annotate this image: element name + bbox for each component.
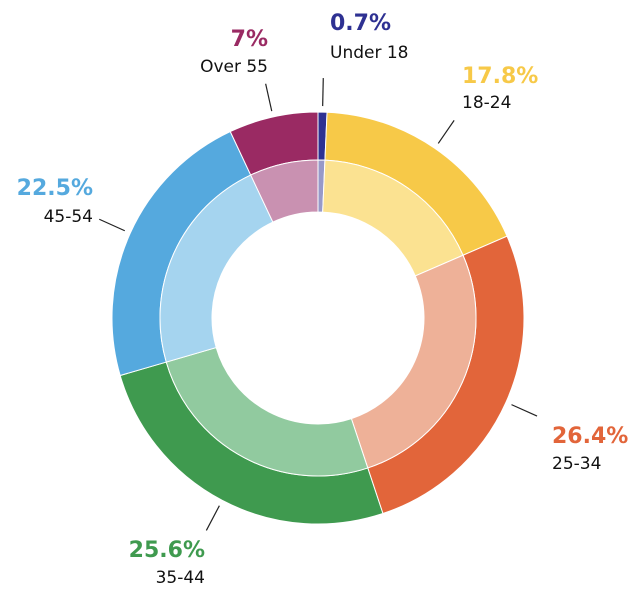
inner-slice-over-55: [250, 159, 319, 223]
cat-label-45-54: 45-54: [44, 207, 93, 227]
pct-label-18-24: 17.8%: [462, 64, 538, 89]
pct-label-over-55: 7%: [231, 27, 268, 52]
leader-lines: [99, 78, 538, 531]
slice-labels: 0.7% Under 18 17.8% 18-24 26.4% 25-34 25…: [17, 11, 629, 588]
leader-line-18-24: [437, 120, 455, 144]
cat-label-25-34: 25-34: [552, 454, 601, 474]
inner-slice-35-44: [165, 346, 369, 477]
inner-ring: [159, 159, 477, 477]
outer-ring: [111, 111, 525, 525]
pct-label-45-54: 22.5%: [17, 176, 93, 201]
leader-line-under-18: [322, 78, 324, 107]
pct-label-25-34: 26.4%: [552, 424, 628, 449]
cat-label-35-44: 35-44: [156, 568, 205, 588]
leader-line-35-44: [205, 505, 220, 531]
pct-label-under-18: 0.7%: [330, 11, 391, 36]
pct-label-35-44: 25.6%: [129, 538, 205, 563]
leader-line-25-34: [511, 404, 538, 417]
cat-label-18-24: 18-24: [462, 93, 511, 113]
cat-label-under-18: Under 18: [330, 43, 409, 63]
leader-line-over-55: [265, 83, 273, 112]
inner-slice-25-34: [350, 254, 477, 469]
leader-line-45-54: [99, 218, 126, 232]
cat-label-over-55: Over 55: [200, 57, 268, 77]
